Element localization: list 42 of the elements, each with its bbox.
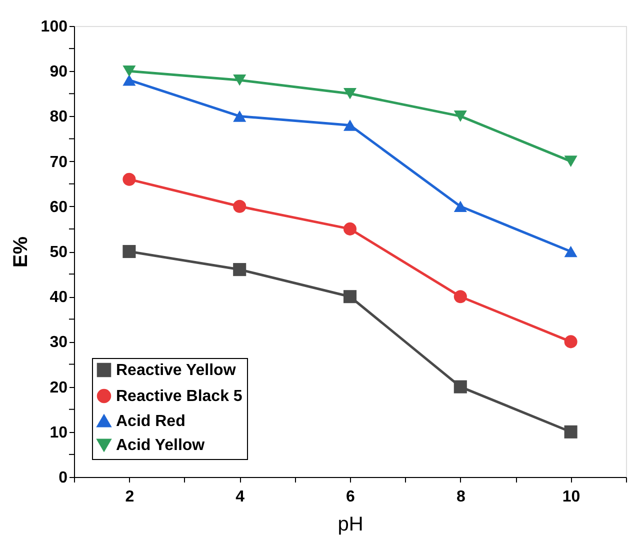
x-tick-label: 2 [125, 488, 134, 506]
point [564, 156, 578, 167]
y-tick-label: 90 [50, 64, 68, 81]
point [343, 88, 357, 100]
y-tick-label: 40 [50, 289, 68, 306]
y-tick-label: 70 [50, 154, 68, 171]
legend-label: Acid Red [116, 413, 186, 430]
point [233, 74, 246, 86]
point [122, 74, 136, 86]
point [343, 120, 357, 131]
y-tick-label: 60 [50, 198, 68, 216]
y-tick-label: 80 [50, 108, 68, 126]
point [343, 290, 357, 304]
point [233, 110, 246, 122]
point [454, 380, 467, 394]
point [233, 263, 246, 276]
point [564, 335, 578, 348]
y-tick-label: 50 [50, 244, 68, 261]
point [233, 200, 246, 213]
point [564, 425, 578, 438]
x-tick-label: 6 [346, 488, 356, 506]
y-tick-label: 0 [58, 470, 68, 486]
x-tick-label: 4 [236, 488, 245, 506]
y-tick-label: 10 [50, 424, 68, 442]
point [122, 244, 136, 258]
legend-label: Reactive Black 5 [116, 388, 242, 405]
y-tick-label: 30 [50, 334, 68, 352]
point [454, 200, 467, 212]
x-tick-label: 8 [456, 488, 466, 506]
point [564, 246, 578, 258]
point [454, 110, 467, 122]
legend-label: Reactive Yellow [116, 362, 236, 379]
y-tick-label: 20 [50, 379, 68, 396]
point [454, 290, 467, 304]
x-axis-title: pH [338, 514, 364, 536]
point [343, 222, 357, 236]
point [122, 65, 136, 77]
x-tick-label: 10 [562, 488, 580, 506]
y-tick-label: 100 [40, 18, 68, 36]
legend-label: Acid Yellow [116, 437, 206, 454]
point [122, 172, 136, 186]
y-axis-title: E% [10, 236, 32, 268]
